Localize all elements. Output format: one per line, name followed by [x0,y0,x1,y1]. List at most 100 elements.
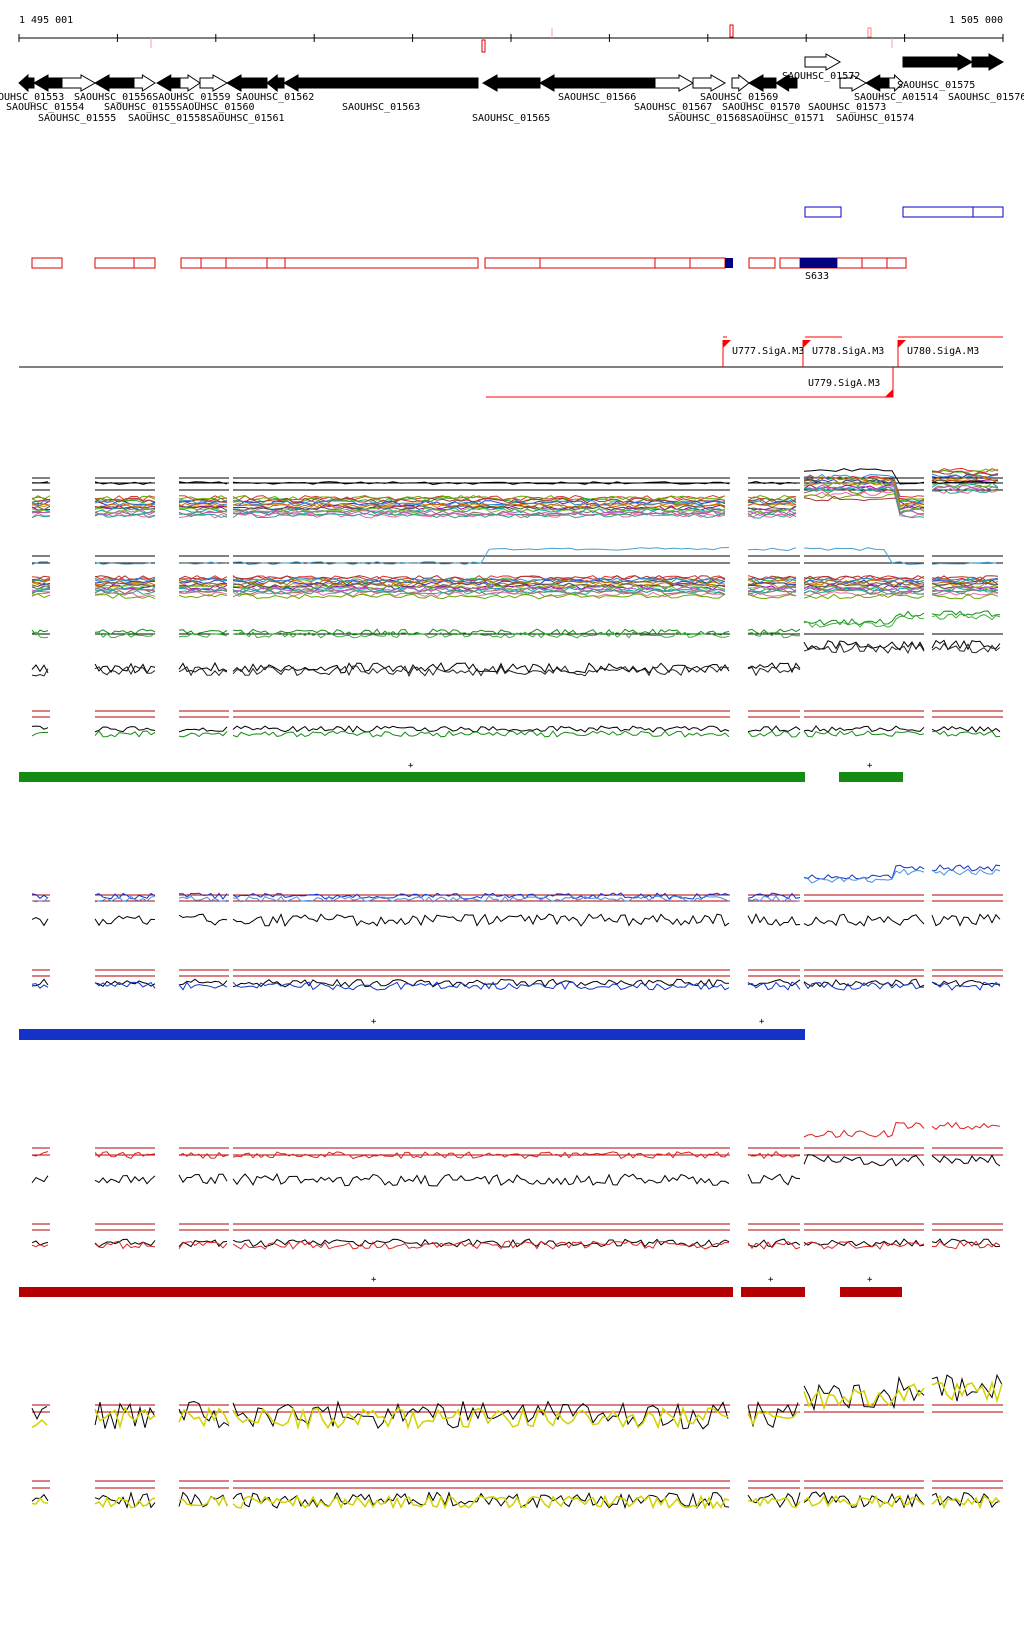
condition-segment [19,772,805,782]
gene-arrows [18,53,1005,93]
segment-box [689,257,726,269]
promoter-label-u777[interactable]: U777.SigA.M3 [732,346,804,357]
expression-trace-multi [232,507,726,514]
gene-arrow-saouhsc-01574[interactable] [865,74,890,92]
promoter-label-u778[interactable]: U778.SigA.M3 [812,346,884,357]
gene-arrow-saouhsc-01572[interactable] [804,53,842,71]
segment-box [200,257,227,269]
gene-arrow-saouhsc-01557[interactable] [133,74,156,92]
expression-trace-multi [931,470,999,476]
expression-trace-green [232,730,730,738]
expression-trace-black [931,639,1001,651]
expression-trace-multi [31,588,51,595]
promoter-label-u780[interactable]: U780.SigA.M3 [907,346,979,357]
strand-plus-mark: + [759,1017,765,1027]
expression-trace-multi [178,495,228,500]
expression-trace-multi [94,589,156,595]
expression-trace-multi [232,575,726,581]
coordinate-ruler: 1 495 001 1 505 000 [18,15,1004,53]
gene-arrow-saouhsc-01556[interactable] [93,74,135,92]
condition-segment [741,1287,805,1297]
expression-trace-black [931,642,1001,654]
expression-trace-multi [178,575,228,581]
gene-arrow-saouhsc-01562[interactable] [266,73,285,93]
gene-label-01566: SAOUHSC_01566 [558,92,636,103]
gene-arrow-saouhsc-01553[interactable] [18,73,35,93]
gene-arrow-saouhsc-01561[interactable] [225,74,268,92]
gene-arrow-saouhsc-01575[interactable] [902,53,974,71]
gene-label-01572: SAOUHSC_01572 [782,71,860,82]
expression-trace-blue [31,896,49,903]
segment-highlight [725,258,733,268]
expression-trace-green [232,628,730,636]
gene-arrow-saouhsc-01559[interactable] [179,74,201,92]
expression-trace-multi [931,476,999,482]
gene-arrow-saouhsc-01566[interactable] [538,74,656,92]
condition-segment [839,772,903,782]
expression-trace-black [803,1491,925,1509]
expression-trace-multi [747,494,797,501]
expression-trace-black [747,662,801,674]
gene-arrow-saouhsc-01569[interactable] [731,73,750,93]
expression-trace-green [803,730,925,738]
expression-trace-blue [94,981,156,989]
gene-arrow-saouhsc-01565[interactable] [481,74,541,92]
gene-label-01554: SAOUHSC_01554 [6,102,84,113]
expression-trace-black [232,978,730,988]
expression-trace-red [31,1151,49,1157]
gene-arrow-saouhsc-01554[interactable] [32,74,63,92]
expression-trace-black [803,1375,925,1412]
expression-trace-multi [931,487,999,494]
expression-trace-multi [232,504,726,511]
expression-trace-black [178,978,228,986]
expression-trace-black [31,1175,49,1184]
segment-box [836,257,863,269]
expression-trace-highlight [232,547,730,566]
condition-bar-green: + + [19,761,903,782]
gene-arrow-saouhsc-01560[interactable] [199,74,229,92]
segment-box [266,257,286,269]
gene-arrow-saouhsc-01558[interactable] [156,74,181,92]
segment-highlight-s633[interactable] [800,258,837,268]
expression-trace-green [931,730,1001,738]
expression-trace-blue [178,895,228,902]
segment-track: S633 [31,206,1004,282]
segment-box [886,257,907,269]
promoter-label-u779[interactable]: U779.SigA.M3 [808,378,880,389]
expression-trace-black [931,913,1001,927]
gene-arrow-saouhsc-01570[interactable] [747,74,777,92]
gene-arrow-saouhsc-01568[interactable] [692,74,727,92]
expression-trace-highlight [94,561,152,565]
gene-arrow-saouhsc-a01514[interactable] [888,73,904,93]
gene-arrow-saouhsc-01573[interactable] [839,74,868,92]
promoter-flags [723,340,906,397]
gene-arrow-saouhsc-01567[interactable] [654,74,695,92]
strand-plus-mark: + [371,1275,377,1285]
gene-label-01574: SAOUHSC_01574 [836,113,914,124]
expression-trace-blue [31,893,49,899]
promoter-track: U777.SigA.M3 U778.SigA.M3 U780.SigA.M3 U… [19,336,1003,398]
expression-trace-multi [232,512,726,519]
expression-trace-highlight [31,561,49,565]
expression-trace-multi [31,576,51,581]
condition-bar-red: + + + [19,1275,902,1297]
expression-trace-black [178,1491,228,1508]
expression-trace-multi [747,585,797,590]
expression-trace-multi [94,500,156,506]
expression-trace-multi [747,512,797,519]
expression-trace-yellow [178,1406,230,1428]
gene-arrow-saouhsc-01563[interactable] [282,74,479,92]
expression-trace-black [232,665,730,678]
expression-trace-multi [94,510,156,516]
gene-arrow-saouhsc-01555[interactable] [61,74,97,92]
expression-trace-black [803,1238,925,1248]
expression-trace-blue [178,981,228,991]
expression-trace-multi [94,497,156,504]
expression-trace-green [31,731,49,737]
gene-arrow-saouhsc-01571[interactable] [775,74,798,92]
gene-arrow-saouhsc-01576[interactable] [971,53,1005,71]
expression-trace-blue [747,895,801,903]
expression-trace-black [31,664,49,674]
expression-trace-multi [31,512,51,518]
